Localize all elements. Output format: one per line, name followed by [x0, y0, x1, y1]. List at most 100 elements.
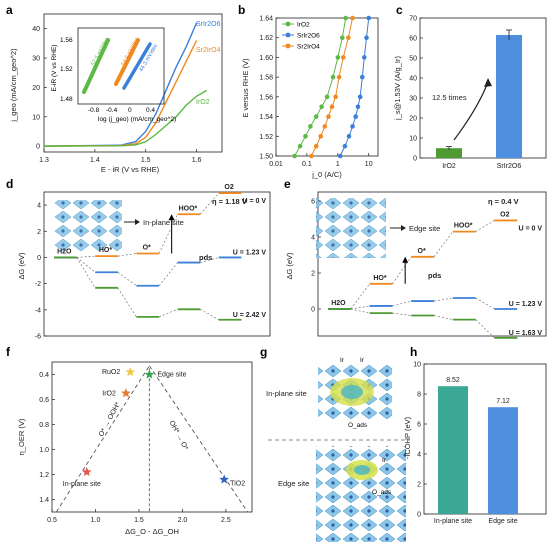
panel-f: f 0.4 0.6 0.8 1.0 1.2 1.4 0.5 1.0 1.5 2.0 2.5 O* →…	[6, 345, 253, 536]
panel-f-xtick-label: 0.5	[47, 517, 57, 524]
panel-e-connector	[392, 300, 412, 307]
panel-f-right-line-label: OH* → O*	[168, 420, 189, 452]
panel-f-point-inplane	[82, 467, 92, 476]
panel-b-point-srir2o6	[337, 153, 343, 159]
panel-b-frame	[275, 17, 379, 157]
panel-c-ytick-label: 30	[409, 96, 417, 103]
panel-f-point-label-edge: Edge site	[157, 372, 186, 379]
panel-h-xtick-label: Edge site	[488, 518, 517, 525]
panel-e-species-label: HOO*	[454, 223, 473, 230]
panel-b-xtick-label: 1	[336, 161, 340, 168]
panel-d-connector	[117, 287, 137, 318]
inset-xtick-1: -0.4	[106, 107, 118, 114]
panel-d-pds: pds	[199, 253, 212, 262]
panel-f-xtick-label: 2.0	[178, 517, 188, 524]
panel-f-frame	[51, 361, 253, 513]
panel-e-ytick-label: 6	[311, 199, 315, 206]
panel-f-point-label-iro2: IrO2	[102, 390, 116, 397]
panel-c-xtick-label: IrO2	[442, 163, 456, 170]
panel-b-point-sr2iro4	[329, 104, 335, 110]
panel-h-ytick-label: 2	[417, 482, 421, 489]
panel-c-arrow	[453, 81, 489, 141]
panel-d-connector	[117, 253, 137, 257]
panel-d-connector	[200, 308, 219, 321]
panel-e-ytick-label: 0	[311, 307, 315, 314]
panel-e-connector	[434, 315, 453, 320]
inset-ylabel: E-iR (V vs RHE)	[51, 45, 58, 92]
panel-f-ytick-label: 0.4	[39, 372, 49, 379]
panel-f-ytick-label: 0.6	[39, 397, 49, 404]
panel-g-oads-top: O_ads	[348, 422, 368, 429]
panel-a-xtick-label: 1.4	[90, 157, 100, 164]
panel-f-ytick-label: 0.8	[39, 422, 49, 429]
panel-a-ytick-label: 40	[32, 26, 40, 33]
panel-e-species-label: HO*	[373, 275, 387, 282]
panel-g-oads-bottom: O_ads	[372, 489, 392, 496]
panel-e-connector	[350, 308, 370, 314]
panel-d-potential-label: U = 0 V	[242, 198, 266, 205]
panel-d-species-label: HOO*	[179, 205, 198, 212]
panel-b-legend: IrO2 SrIr2O6 Sr2IrO4	[282, 22, 320, 51]
panel-c-ytick-label: 0	[413, 156, 417, 163]
panel-b-point-sr2iro4	[350, 15, 355, 21]
panel-d-site-arrowhead	[135, 219, 140, 225]
panel-b-xtick-label: 0.1	[302, 161, 312, 168]
panel-f-xtick-label: 2.5	[221, 517, 231, 524]
panel-h-bar-1	[488, 407, 518, 514]
panel-f-xlabel: ΔG_O - ΔG_OH	[125, 527, 179, 536]
panel-d-structure-image	[54, 200, 122, 252]
panel-c-label: c	[396, 3, 403, 17]
panel-f-point-label-inplane: In-plane site	[63, 481, 101, 488]
panel-d-species-label: O2	[224, 184, 233, 191]
panel-b-point-sr2iro4	[340, 55, 346, 60]
panel-e-species-label: O2	[500, 211, 509, 218]
panel-d-pds-arrowhead	[168, 214, 175, 221]
panel-b-point-srir2o6	[350, 124, 355, 129]
legend-marker-iro2	[285, 21, 291, 27]
panel-c-frame	[419, 17, 547, 159]
panel-d-connector	[76, 257, 96, 273]
panel-c-annotation: 12.5 times	[432, 93, 467, 102]
panel-b-label: b	[238, 3, 245, 17]
panel-d-species-label: H2O	[57, 248, 72, 255]
panel-b-ytick-label: 1.60	[259, 55, 273, 62]
panel-e-connector	[434, 297, 453, 302]
label-srir2o6: SrIr2O6	[196, 21, 221, 28]
panel-f-ytick-label: 1.4	[39, 497, 49, 504]
panel-e-potential-label: U = 0 V	[518, 225, 542, 232]
panel-b-ytick-label: 1.50	[259, 154, 273, 161]
panel-e-connector	[475, 319, 495, 339]
panel-b-point-iro2	[340, 35, 345, 41]
panel-e-potential-label: U = 1.63 V	[509, 330, 543, 337]
panel-b-point-sr2iro4	[336, 74, 342, 80]
panel-a-ytick-label: 10	[32, 114, 40, 121]
panel-b-ytick-label: 1.64	[259, 16, 273, 23]
panel-h-xtick-label: In-plane site	[434, 518, 472, 525]
panel-b-ytick-label: 1.62	[259, 35, 273, 42]
panel-e-ytick-label: 4	[311, 235, 315, 242]
panel-c-ytick-label: 60	[409, 36, 417, 43]
panel-a-curve-sr2iro4	[43, 40, 198, 147]
panel-d-species-label: O*	[143, 245, 151, 252]
panel-b-point-iro2	[308, 124, 313, 129]
panel-d: d In-plane site η = 1.18 V 4 2 0 -2 -4 -6 H2O…	[6, 177, 271, 341]
panel-d-connector	[76, 255, 96, 258]
panel-h-label: h	[410, 345, 417, 359]
panel-b-point-srir2o6	[364, 35, 369, 41]
legend-marker-srir2o6	[285, 32, 291, 38]
panel-a-ytick-label: 0	[36, 144, 40, 151]
panel-d-connector	[117, 271, 137, 287]
panel-b-xtick-label: 10	[365, 161, 373, 168]
panel-e-connector	[475, 297, 495, 310]
panel-b-point-srir2o6	[361, 55, 367, 60]
panel-b-point-iro2	[330, 74, 336, 80]
panel-d-eta: η = 1.18 V	[212, 197, 247, 206]
panel-b-point-sr2iro4	[309, 153, 314, 159]
panel-a-xtick-label: 1.3	[39, 157, 49, 164]
panel-g-ir-2: Ir	[360, 357, 365, 364]
panel-f-volcano-left	[55, 365, 150, 513]
panel-b-point-iro2	[319, 104, 324, 110]
inset-slope-iro2: 52.5 mV/dec	[90, 37, 110, 67]
panel-d-ytick-label: -4	[35, 307, 41, 314]
